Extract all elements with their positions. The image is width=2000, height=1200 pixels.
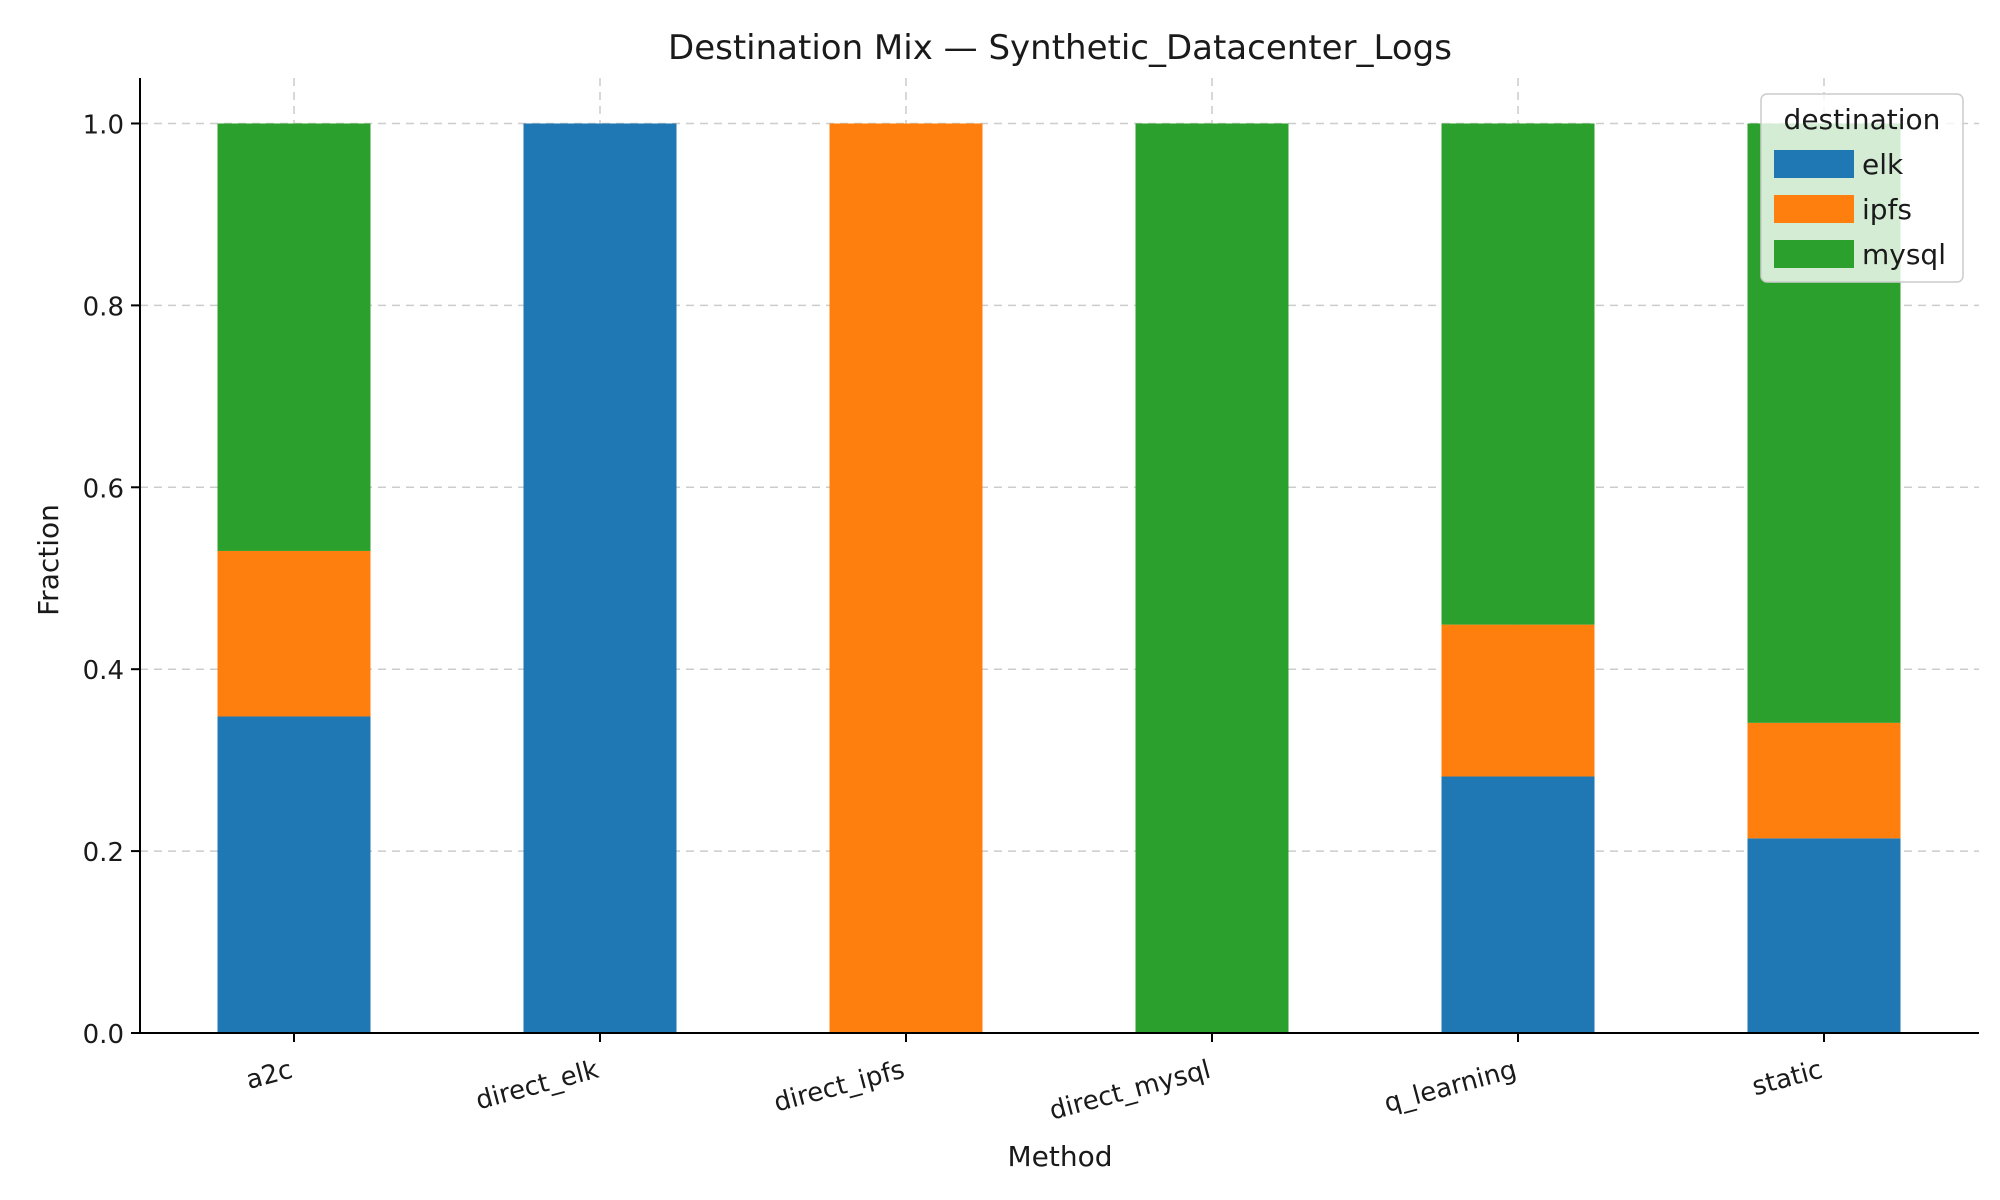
x-axis-label: Method [1007, 1140, 1112, 1173]
bar-elk-q_learning [1441, 776, 1595, 1033]
bar-elk-static [1747, 838, 1901, 1033]
x-tick-label: direct_mysql [1046, 1055, 1213, 1127]
bar-mysql-q_learning [1441, 123, 1595, 625]
y-tick-label: 0.6 [83, 474, 124, 504]
chart-title: Destination Mix — Synthetic_Datacenter_L… [668, 28, 1452, 68]
legend-swatch-mysql [1774, 240, 1854, 268]
bar-ipfs-direct_ipfs [829, 123, 983, 1033]
x-tick-label: a2c [243, 1055, 296, 1096]
y-ticks: 0.0 0.2 0.4 0.6 0.8 1.0 [83, 110, 140, 1050]
axes [139, 78, 1979, 1034]
bar-ipfs-q_learning [1441, 624, 1595, 777]
y-tick-label: 1.0 [83, 110, 124, 140]
bar-mysql-a2c [217, 123, 371, 551]
bar-elk-a2c [217, 716, 371, 1033]
legend-label-elk: elk [1862, 148, 1904, 181]
x-tick-label: q_learning [1381, 1055, 1520, 1119]
bars [217, 123, 1901, 1033]
bar-ipfs-a2c [217, 550, 371, 717]
grid-lines [140, 78, 1979, 1034]
y-axis-label: Fraction [32, 504, 65, 616]
bar-elk-direct_elk [523, 123, 677, 1033]
legend-swatch-ipfs [1774, 195, 1854, 223]
legend-items: elk ipfs mysql [1774, 148, 1946, 271]
bar-mysql-direct_mysql [1135, 123, 1289, 1033]
y-tick-label: 0.8 [83, 292, 124, 322]
y-tick-label: 0.4 [83, 656, 124, 686]
legend-label-mysql: mysql [1862, 238, 1946, 271]
x-tick-label: direct_elk [473, 1055, 602, 1116]
y-tick-label: 0.0 [83, 1020, 124, 1050]
x-tick-label: direct_ipfs [771, 1055, 908, 1119]
bar-ipfs-static [1747, 722, 1901, 839]
legend-title: destination [1784, 103, 1941, 136]
legend-swatch-elk [1774, 150, 1854, 178]
x-tick-label: static [1749, 1055, 1826, 1102]
legend: destination elk ipfs mysql [1760, 93, 1964, 283]
x-ticks: a2c direct_elk direct_ipfs direct_mysql q_le… [243, 1033, 1826, 1127]
y-tick-label: 0.2 [83, 838, 124, 868]
legend-box [1760, 93, 1964, 283]
legend-label-ipfs: ipfs [1862, 193, 1912, 226]
